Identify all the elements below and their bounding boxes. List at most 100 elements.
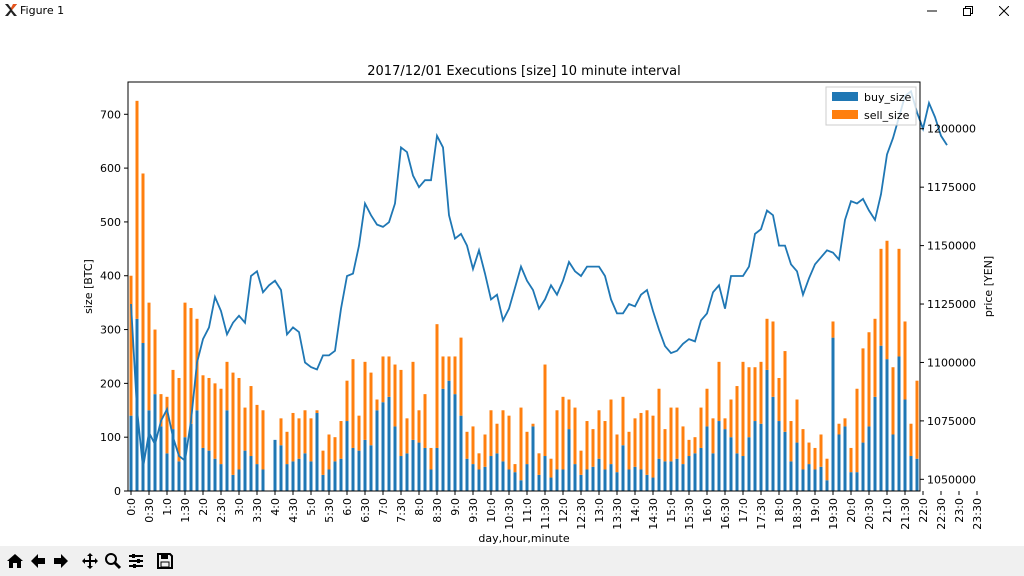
buy-size-bar [201,447,205,491]
minimize-button[interactable] [914,0,950,22]
x-tick-label: 6:0 [341,498,354,516]
sell-size-bar [543,364,547,457]
y2-tick-label: 1200000 [927,123,976,136]
y2-tick-label: 1125000 [927,298,976,311]
buy-size-bar [477,469,481,491]
sell-size-bar [585,421,589,470]
buy-size-bar [519,480,523,491]
sell-size-bar [513,464,517,473]
x-tick-label: 4:30 [287,498,300,523]
x-tick-label: 12:0 [557,498,570,523]
sell-size-bar [333,437,337,462]
sell-size-bar [843,418,847,427]
buy-size-bar [213,458,217,491]
restore-button[interactable] [950,0,986,22]
buy-size-bar [501,461,505,491]
figure-canvas[interactable]: 0 100 200 300 400 500 600 700 1050000 1075000 1100… [0,22,1024,546]
home-button[interactable] [4,550,26,572]
buy-size-bar [801,469,805,491]
x-tick-label: 23:30 [971,498,984,530]
buy-size-bar [777,421,781,491]
y-tick-label: 100 [100,431,121,444]
sell-size-bar [435,324,439,448]
sell-size-bar [609,399,613,465]
buy-size-bar [471,464,475,491]
buy-size-bar [429,469,433,491]
sell-size-bar [579,450,583,475]
x-tick-label: 18:0 [773,498,786,523]
y-tick-label: 200 [100,377,121,390]
buy-size-bar [291,461,295,491]
close-button[interactable] [986,0,1022,22]
zoom-button[interactable] [102,550,124,572]
buy-size-bar [495,453,499,491]
y2-tick-label: 1050000 [927,473,976,486]
x-tick-label: 20:0 [845,498,858,523]
save-button[interactable] [154,550,176,572]
sell-size-bar [903,321,907,400]
sell-size-bar [477,453,481,470]
x-tick-label: 13:0 [593,498,606,523]
buy-size-bar [339,458,343,491]
buy-size-bar [297,458,301,491]
buy-size-bar [351,447,355,491]
buy-size-bar [819,466,823,491]
x-tick-label: 7:0 [377,498,390,516]
x-tick-label: 18:30 [791,498,804,530]
sell-size-bar [651,415,655,478]
sell-size-bar [567,399,571,430]
x-tick-label: 7:30 [395,498,408,523]
buy-size-bar [159,426,163,491]
sell-size-bar [231,372,235,475]
navigation-toolbar [0,546,1024,576]
sell-size-bar [387,356,391,397]
x-tick-label: 0:0 [125,498,138,516]
buy-size-bar [411,439,415,491]
back-button[interactable] [27,550,49,572]
pan-button[interactable] [79,550,101,572]
sell-size-bar [459,337,463,416]
buy-size-bar [597,458,601,491]
buy-size-bar [579,474,583,491]
forward-button[interactable] [50,550,72,572]
x-tick-label: 15:30 [683,498,696,530]
y2-tick-label: 1100000 [927,356,976,369]
sell-size-bar [819,434,823,467]
buy-size-bar [567,429,571,491]
sell-size-bar [705,388,709,427]
y2-tick-label: 1150000 [927,240,976,253]
buy-size-bar [207,450,211,491]
buy-size-bar [345,421,349,491]
sell-size-bar [339,421,343,459]
y-tick-label: 600 [100,162,121,175]
sell-size-bar [327,434,331,470]
window-titlebar: Figure 1 [0,0,1024,22]
sell-size-bar [729,399,733,438]
sell-size-bar [615,434,619,473]
buy-size-bar [783,431,787,491]
sell-size-bar [639,412,643,470]
sell-size-bar [915,380,919,459]
buy-size-bar [507,469,511,491]
buy-size-bar [465,458,469,491]
sell-size-bar [753,367,757,422]
window-title: Figure 1 [20,4,65,17]
x-tick-label: 9:0 [449,498,462,516]
legend-swatch-buy [832,92,858,101]
buy-size-bar [627,469,631,491]
sell-size-bar [591,429,595,467]
x-tick-label: 3:0 [233,498,246,516]
buy-size-bar [183,437,187,491]
y2-tick-label: 1175000 [927,181,976,194]
x-tick-label: 3:30 [251,498,264,523]
buy-size-bar [729,437,733,491]
sell-size-bar [405,418,409,454]
buy-size-bar [849,472,853,491]
x-tick-label: 14:30 [647,498,660,530]
sell-size-bar [741,361,745,457]
configure-button[interactable] [125,550,147,572]
sell-size-bar [699,407,703,448]
sell-size-bar [447,356,451,381]
buy-size-bar [879,345,883,491]
x-tick-label: 5:30 [323,498,336,523]
